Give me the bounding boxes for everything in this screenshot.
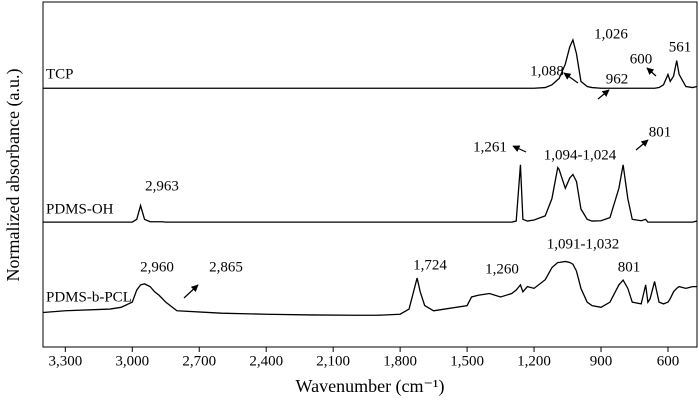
peak-annotation: 962 — [606, 71, 629, 87]
x-tick-label: 1,200 — [517, 353, 551, 369]
annotation-arrow — [512, 145, 527, 153]
series-label: PDMS-b-PCL — [46, 289, 132, 305]
peak-annotation: 1,088 — [530, 63, 564, 79]
x-tick-label: 900 — [590, 353, 613, 369]
x-tick-label: 2,100 — [316, 353, 350, 369]
annotation-arrow — [563, 72, 579, 84]
peak-annotation: 561 — [669, 39, 692, 55]
spectrum-line — [43, 38, 698, 89]
annotation-arrow — [646, 67, 657, 77]
series-label: PDMS-OH — [46, 201, 114, 217]
peak-annotation: 1,724 — [413, 257, 447, 273]
annotation-arrow — [635, 139, 649, 151]
annotation-arrow — [597, 89, 610, 100]
x-axis-title: Wavenumber (cm⁻¹) — [296, 376, 445, 397]
x-tick-label: 3,300 — [48, 353, 82, 369]
series-label: TCP — [46, 66, 74, 82]
plot-frame — [42, 1, 698, 348]
peak-annotation: 1,261 — [473, 139, 507, 155]
peak-annotation: 600 — [630, 51, 653, 67]
annotation-arrow — [183, 284, 199, 299]
spectrum-line — [42, 260, 697, 316]
peak-annotation: 801 — [618, 259, 641, 275]
peak-annotation: 1,026 — [594, 26, 628, 42]
peak-annotation: 801 — [649, 124, 672, 140]
x-tick-label: 1,500 — [450, 353, 484, 369]
x-tick-label: 2,700 — [182, 353, 216, 369]
peak-annotation: 1,094-1,024 — [544, 147, 617, 163]
peak-annotation: 1,260 — [485, 261, 519, 277]
y-axis-title: Normalized absorbance (a.u.) — [3, 69, 24, 282]
x-tick-label: 1,800 — [383, 353, 417, 369]
peak-annotation: 2,865 — [209, 259, 243, 275]
x-tick-label: 600 — [657, 353, 680, 369]
x-tick-label: 2,400 — [249, 353, 283, 369]
x-tick-label: 3,000 — [115, 353, 149, 369]
peak-annotation: 1,091-1,032 — [547, 236, 620, 252]
spectrum-line — [43, 164, 698, 223]
peak-annotation: 2,963 — [145, 178, 179, 194]
peak-annotation: 2,960 — [140, 259, 174, 275]
